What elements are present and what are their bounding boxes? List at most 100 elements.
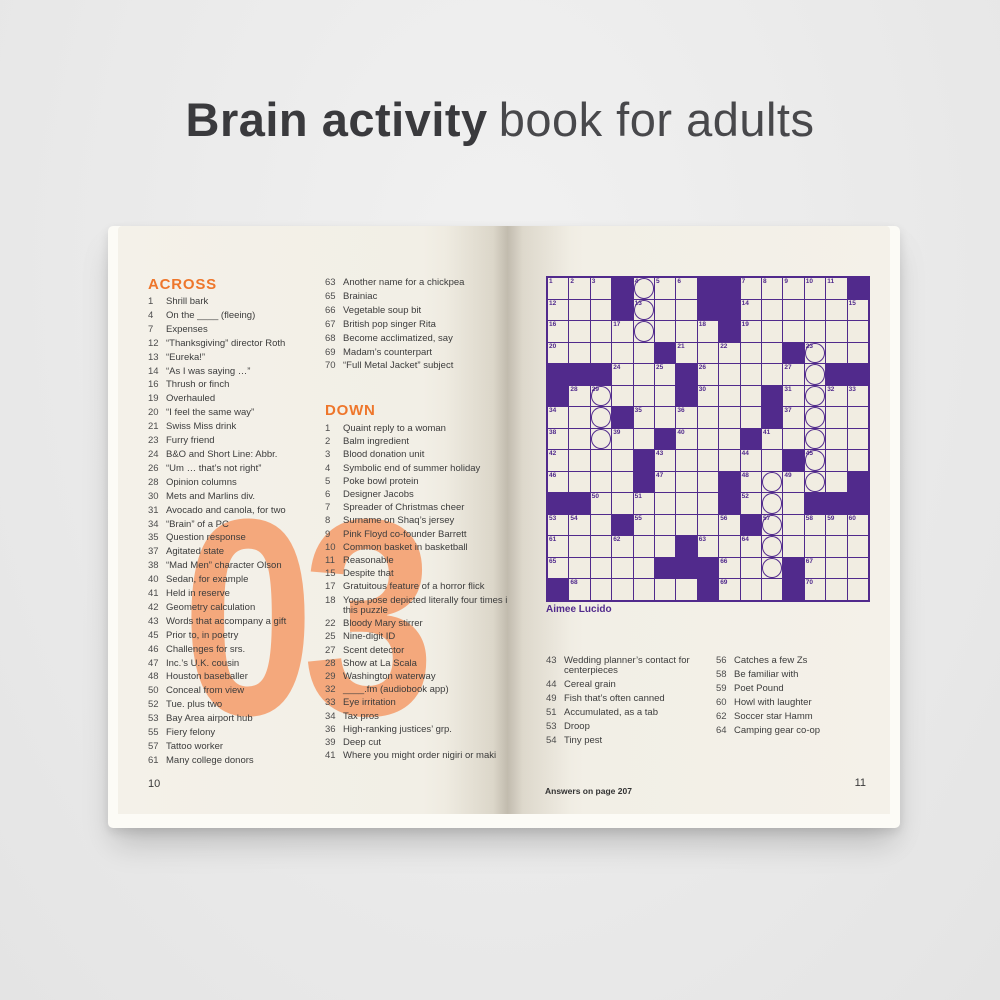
clue-item: 41 Held in reserve [148, 588, 328, 599]
grid-cell [612, 471, 633, 493]
grid-cell: 14 [740, 299, 761, 321]
cell-number: 39 [613, 428, 621, 436]
down-clue-list: 1 Quaint reply to a woman 2 Balm ingredient… [325, 423, 508, 764]
cell-number: 50 [591, 493, 600, 501]
grid-cell [590, 342, 612, 364]
clue-item: 24 B&O and Short Line: Abbr. [148, 449, 328, 460]
grid-cell-block [569, 493, 590, 514]
chapter-watermark: 03 [182, 462, 435, 774]
grid-cell: 9 [783, 278, 804, 299]
grid-cell: 28 [569, 385, 590, 407]
grid-cell-block [590, 364, 612, 385]
clue-text: Many college donors [166, 754, 254, 766]
cell-number: 14 [741, 299, 749, 307]
clue-item: 40 Sedan, for example [148, 574, 328, 585]
cell-number: 4 [634, 278, 639, 285]
title-regular: book for adults [498, 93, 815, 146]
grid-cell [826, 299, 847, 321]
grid-cell: 6 [676, 278, 697, 299]
grid-cell-block [612, 299, 633, 321]
grid-cell [826, 450, 847, 471]
clue-number: 64 [716, 724, 727, 736]
clue-text: Yoga pose depicted literally four times … [343, 594, 508, 617]
clue-number: 32 [325, 684, 336, 696]
title-bold: Brain activity [185, 93, 488, 146]
clue-number: 54 [546, 734, 557, 746]
clue-item: 36 High-ranking justices’ grp. [325, 724, 508, 735]
grid-cell: 59 [826, 514, 847, 536]
grid-cell [761, 557, 783, 579]
right-page: 1 2 3 4 5 6 7 8 9 10 11 12 13 14 15 16 17 18 19 20 21 22 23 24 2… [508, 226, 890, 814]
grid-cell: 70 [804, 579, 826, 600]
grid-cell [783, 536, 804, 557]
grid-cell: 45 [804, 450, 826, 471]
clue-number: 48 [148, 671, 159, 683]
clue-number: 21 [148, 421, 159, 433]
clue-item: 50 Conceal from view [148, 685, 328, 697]
clue-number: 9 [325, 528, 331, 540]
cell-number: 38 [549, 428, 557, 436]
clue-text: Spreader of Christmas cheer [343, 502, 465, 514]
clue-item: 34 Tax pros [325, 710, 508, 722]
grid-cell: 17 [612, 321, 633, 342]
grid-cell: 32 [826, 385, 847, 407]
clue-item: 8 Surname on Shaq’s jersey [325, 516, 508, 527]
clue-text: Tattoo worker [166, 741, 224, 752]
clue-number: 34 [325, 710, 336, 722]
grid-cell-block [719, 299, 740, 321]
clue-number: 55 [148, 727, 159, 739]
cell-number: 7 [741, 278, 746, 285]
grid-cell [826, 557, 847, 579]
clue-number: 7 [148, 323, 154, 335]
clue-text: Balm ingredient [343, 436, 410, 448]
grid-cell [826, 407, 847, 428]
grid-cell [569, 471, 590, 493]
cell-number: 59 [827, 514, 835, 522]
grid-cell: 61 [548, 536, 569, 557]
grid-cell: 25 [654, 364, 676, 385]
clue-text: Swiss Miss drink [166, 421, 237, 433]
clue-text: Poke bowl protein [343, 475, 419, 487]
clue-item: 23 Furry friend [148, 435, 328, 446]
grid-cell [654, 493, 676, 514]
grid-cell: 11 [826, 278, 847, 299]
grid-cell-block [612, 514, 633, 536]
clue-item: 30 Mets and Marlins div. [148, 491, 328, 502]
grid-cell: 51 [633, 493, 654, 514]
grid-cell [719, 450, 740, 471]
cell-number: 35 [634, 407, 642, 415]
clue-item: 19 Overhauled [148, 393, 328, 404]
clue-text: Conceal from view [166, 685, 245, 697]
grid-cell: 56 [719, 514, 740, 536]
clue-item: 3 Blood donation unit [325, 449, 508, 460]
grid-cell: 37 [783, 407, 804, 428]
clue-text: Tue. plus two [166, 699, 223, 711]
clue-text: Pink Floyd co-founder Barrett [343, 528, 467, 540]
clue-item: 27 Scent detector [325, 645, 508, 656]
cell-number: 70 [805, 579, 814, 587]
cell-number: 32 [827, 385, 835, 393]
clue-text: Reasonable [343, 555, 394, 567]
grid-cell [847, 321, 868, 342]
clue-number: 53 [148, 713, 159, 725]
left-page: 03 ACROSS 1 Shrill bark 4 On the ____ (flee… [118, 226, 508, 814]
clue-item: 41 Where you might order nigiri or maki [325, 750, 508, 762]
grid-cell: 40 [676, 428, 697, 450]
grid-cell [633, 536, 654, 557]
clue-item: 43 Words that accompany a gift [148, 616, 328, 627]
cell-number: 5 [655, 278, 660, 285]
grid-cell [676, 493, 697, 514]
clue-number: 26 [148, 462, 159, 474]
clue-text: “Um … that’s not right” [166, 462, 262, 474]
cell-number: 60 [848, 514, 856, 522]
clue-text: Opinion columns [166, 476, 237, 488]
grid-cell [740, 364, 761, 385]
across-clue-list-col1: 1 Shrill bark 4 On the ____ (fleeing) 7 Expen… [148, 296, 328, 770]
grid-cell [569, 450, 590, 471]
clue-item: 57 Tattoo worker [148, 741, 328, 752]
clue-item: 62 Soccer star Hamm [716, 711, 881, 722]
grid-cell [633, 321, 655, 342]
clue-number: 1 [148, 296, 154, 307]
clue-number: 57 [148, 741, 159, 752]
clue-text: Where you might order nigiri or maki [343, 750, 497, 762]
